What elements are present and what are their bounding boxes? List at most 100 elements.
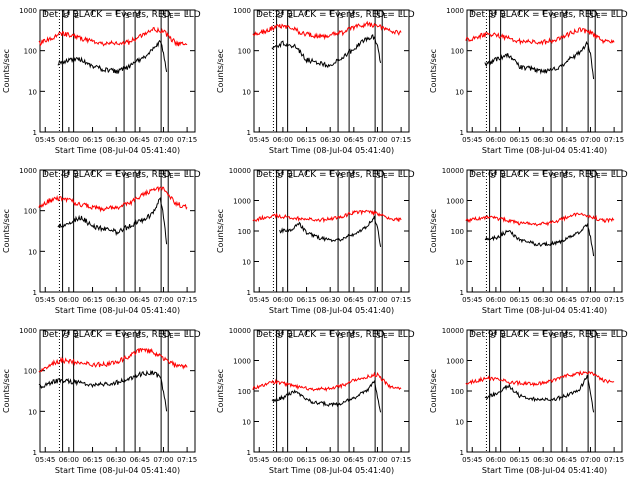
interval-marker-label: S [339,332,344,340]
x-tick-label: 06:15 [509,296,529,304]
y-axis-label: Counts/sec [216,209,225,253]
y-tick-label: 1000 [446,7,464,15]
interval-marker-label: S [125,12,130,20]
plot-frame [39,329,196,453]
x-tick-label: 06:00 [59,296,79,304]
x-tick-label: 06:30 [320,136,340,144]
x-tick-label: 06:30 [533,456,553,464]
y-tick-label: 1 [460,449,464,457]
y-tick-label: 1 [460,129,464,137]
y-tick-label: 1000 [233,7,251,15]
x-tick-label: 06:00 [273,456,293,464]
x-tick-label: 06:15 [296,136,316,144]
y-tick-label: 100 [238,388,251,396]
chart-panel: Det 9f BLACK = Events, RED = LLD Counts/s… [429,327,628,475]
y-tick-label: 1000 [446,358,464,366]
x-tick-label: 05:45 [462,456,482,464]
interval-marker-label: E [289,172,293,180]
y-axis-label: Counts/sec [2,49,11,93]
chart-panel: Det 2f BLACK = Events, RED = LLD Counts/s… [216,7,415,155]
x-tick-label: 06:30 [106,456,126,464]
x-tick-label: 07:15 [391,296,411,304]
y-tick-label: 10 [242,419,251,427]
interval-marker-label: E [169,172,173,180]
y-tick-label: 10 [242,88,251,96]
interval-marker-label: S [552,332,557,340]
lld-series-line [252,371,402,393]
y-tick-label: 100 [24,48,37,56]
x-tick-label: 07:00 [367,456,387,464]
y-tick-label: 1 [247,449,251,457]
x-tick-label: 05:45 [35,296,55,304]
x-tick-label: 05:45 [249,136,269,144]
x-tick-label: 06:00 [59,456,79,464]
x-tick-label: 06:45 [344,456,364,464]
x-tick-label: 06:45 [557,456,577,464]
interval-marker-label: S [589,172,594,180]
y-tick-label: 1 [33,129,37,137]
x-tick-label: 06:00 [486,296,506,304]
y-tick-label: 100 [451,48,464,56]
y-tick-label: 10 [455,88,464,96]
x-tick-label: 06:15 [509,136,529,144]
x-tick-label: 07:15 [604,456,624,464]
interval-marker-label: S [125,172,130,180]
x-tick-label: 05:45 [35,456,55,464]
x-axis-label: Start Time (08-Jul-04 05:41:40) [269,306,394,315]
interval-marker-label: E [75,12,79,20]
x-tick-label: 07:15 [391,456,411,464]
chart-title: Det 2f BLACK = Events, RED = LLD [256,10,415,20]
y-tick-label: 100 [451,228,464,236]
y-tick-label: 1000 [233,198,251,206]
y-tick-label: 100 [238,48,251,56]
x-axis-label: Start Time (08-Jul-04 05:41:40) [269,466,394,475]
interval-marker-label: S [339,172,344,180]
events-series-line [57,196,168,245]
y-tick-label: 1 [247,129,251,137]
y-tick-label: 10 [28,88,37,96]
x-tick-label: 06:30 [320,456,340,464]
lld-series-line [38,347,188,373]
events-series-line [484,223,595,257]
interval-marker-label: S [376,332,381,340]
y-tick-label: 10000 [229,327,251,335]
plot-frame [466,329,623,453]
y-tick-label: 100 [24,368,37,376]
plot-frame [253,9,410,133]
interval-marker-label: E [596,12,600,20]
x-tick-label: 06:45 [557,296,577,304]
interval-marker-label: S [162,332,167,340]
x-tick-label: 06:00 [273,136,293,144]
x-tick-label: 06:15 [82,296,102,304]
x-tick-label: 05:45 [462,296,482,304]
x-tick-label: 07:00 [153,296,173,304]
x-axis-label: Start Time (08-Jul-04 05:41:40) [269,146,394,155]
interval-marker-label: E [289,332,293,340]
y-tick-label: 10 [28,248,37,256]
x-tick-label: 06:15 [509,456,529,464]
chart-title: Det 6f BLACK = Events, RED = LLD [469,170,628,180]
x-tick-label: 06:45 [557,136,577,144]
chart-panel: Det 7f BLACK = Events, RED = LLD Counts/s… [2,327,201,475]
x-tick-label: 06:45 [130,296,150,304]
x-tick-label: 07:15 [604,136,624,144]
y-axis-label: Counts/sec [429,209,438,253]
x-tick-label: 07:00 [580,136,600,144]
x-tick-label: 06:30 [533,296,553,304]
chart-panel: Det 6f BLACK = Events, RED = LLD Counts/s… [429,167,628,315]
events-series-line [57,39,168,75]
y-tick-label: 10 [242,259,251,267]
lld-series-line [252,20,402,41]
interval-marker-label: S [125,332,130,340]
interval-marker-label: S [339,12,344,20]
y-tick-label: 10 [455,259,464,267]
interval-marker-label: E [502,172,506,180]
x-tick-label: 07:15 [177,456,197,464]
y-tick-label: 10000 [442,167,464,175]
events-series-line [271,380,382,413]
events-series-line [484,374,595,413]
chart-title: Det 1f BLACK = Events, RED = LLD [42,10,201,20]
lld-series-line [252,209,402,224]
x-tick-label: 06:30 [106,296,126,304]
